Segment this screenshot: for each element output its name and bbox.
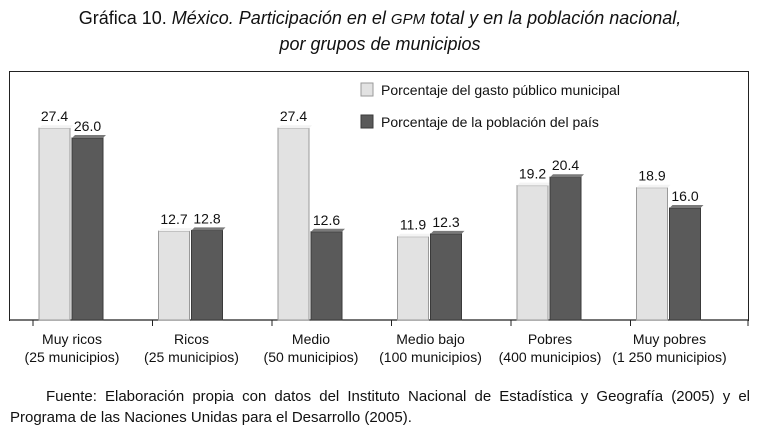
bar-chart: 27.4 26.0 Muy ricos (25 municipios) 12.7 12.8… [9,82,749,365]
category-sublabel: (50 municipios) [264,349,359,365]
chart-title: Gráfica 10. México. Participación en el … [0,6,760,56]
bar-top [517,182,551,186]
bar [277,127,310,321]
legend-swatch [360,82,374,97]
bar [636,187,668,321]
bar [397,236,429,321]
bar-top [636,184,671,188]
category-sublabel: (25 municipios) [144,349,239,365]
category-label: Medio [292,331,330,347]
bar [310,231,343,321]
data-label: 26.0 [74,118,101,134]
category-sublabel: (400 municipios) [499,349,602,365]
bar [71,137,104,321]
category-label: Medio bajo [396,331,465,347]
data-label: 27.4 [280,108,307,124]
bar-top [311,228,345,232]
legend-label: Porcentaje de la población del país [381,114,599,130]
legend-label: Porcentaje del gasto público municipal [381,82,620,98]
legend-swatch [360,114,374,129]
bar [430,233,462,321]
chart-title-italic: México. Participación en el [171,8,386,28]
chart-title-line1: Gráfica 10. México. Participación en el … [0,6,760,32]
bar-top [430,230,465,234]
bar [191,229,223,321]
data-label: 11.9 [400,217,426,233]
chart-title-gpm: GPM [390,11,426,28]
bar-top [158,228,193,232]
category-label: Muy ricos [42,331,102,347]
category-label: Pobres [528,331,572,347]
data-label: 19.2 [519,166,546,182]
bar [669,207,701,321]
chart-title-prefix: Gráfica 10. [78,8,167,28]
bar-top [39,125,73,129]
category-sublabel: (100 municipios) [379,349,482,365]
category-label: Ricos [174,331,209,347]
bar-top [397,233,432,237]
chart-title-rest: total y en la población nacional, [430,8,682,28]
data-label: 12.6 [313,212,340,228]
bar-top [191,227,226,231]
data-label: 16.0 [671,188,698,204]
bar-top [72,135,106,138]
data-label: 18.9 [638,168,665,184]
category-sublabel: (1 250 municipios) [612,349,726,365]
chart-title-line2: por grupos de municipios [279,34,481,54]
data-label: 27.4 [41,108,68,124]
bar-top [669,205,704,208]
data-label: 20.4 [552,157,579,173]
bar [549,176,582,321]
bar-top [550,174,584,178]
bar [516,185,549,321]
data-label: 12.3 [432,214,459,230]
data-label: 12.8 [193,210,220,226]
category-sublabel: (25 municipios) [25,349,120,365]
source-note: Fuente: Elaboración propia con datos del… [10,388,750,426]
chart-frame [9,71,749,321]
category-label: Muy pobres [633,331,706,347]
data-label: 12.7 [160,211,187,227]
bar-top [278,125,312,129]
bar [158,230,190,321]
bar [38,127,71,321]
